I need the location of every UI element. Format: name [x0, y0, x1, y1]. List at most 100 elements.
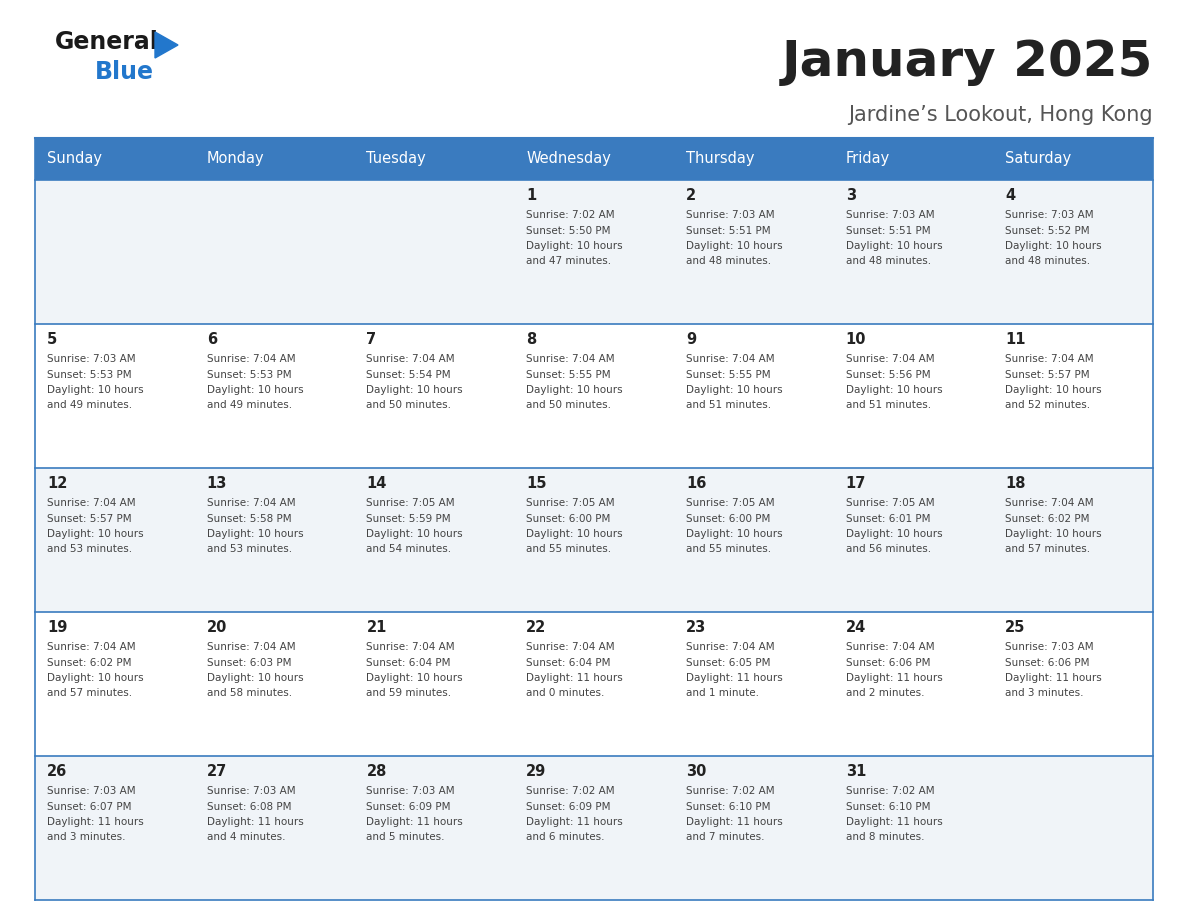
Text: 15: 15: [526, 476, 546, 491]
Text: 18: 18: [1005, 476, 1025, 491]
Text: 20: 20: [207, 620, 227, 635]
Bar: [993, 138, 1154, 180]
Text: Sunrise: 7:04 AM: Sunrise: 7:04 AM: [207, 354, 296, 364]
Text: Wednesday: Wednesday: [526, 151, 611, 166]
Text: and 52 minutes.: and 52 minutes.: [1005, 400, 1091, 410]
Text: 26: 26: [48, 764, 68, 779]
Text: Sunrise: 7:02 AM: Sunrise: 7:02 AM: [526, 210, 614, 220]
Text: 21: 21: [366, 620, 387, 635]
Text: Daylight: 10 hours: Daylight: 10 hours: [366, 529, 463, 539]
Text: and 53 minutes.: and 53 minutes.: [207, 544, 292, 554]
Text: 22: 22: [526, 620, 546, 635]
Text: and 51 minutes.: and 51 minutes.: [846, 400, 930, 410]
Text: and 48 minutes.: and 48 minutes.: [846, 256, 930, 266]
Text: Saturday: Saturday: [1005, 151, 1072, 166]
Text: Sunset: 5:57 PM: Sunset: 5:57 PM: [1005, 370, 1089, 379]
Text: Daylight: 10 hours: Daylight: 10 hours: [685, 385, 783, 395]
Text: 31: 31: [846, 764, 866, 779]
Text: 19: 19: [48, 620, 68, 635]
Text: Sunrise: 7:04 AM: Sunrise: 7:04 AM: [526, 354, 614, 364]
Text: Sunrise: 7:05 AM: Sunrise: 7:05 AM: [685, 498, 775, 508]
Text: 24: 24: [846, 620, 866, 635]
Bar: [674, 138, 834, 180]
Text: Daylight: 10 hours: Daylight: 10 hours: [685, 241, 783, 251]
Text: Sunrise: 7:05 AM: Sunrise: 7:05 AM: [366, 498, 455, 508]
Text: Sunset: 5:57 PM: Sunset: 5:57 PM: [48, 513, 132, 523]
Text: Daylight: 10 hours: Daylight: 10 hours: [685, 529, 783, 539]
Text: Daylight: 10 hours: Daylight: 10 hours: [526, 529, 623, 539]
Text: Daylight: 10 hours: Daylight: 10 hours: [48, 385, 144, 395]
Text: Sunrise: 7:03 AM: Sunrise: 7:03 AM: [685, 210, 775, 220]
Text: and 5 minutes.: and 5 minutes.: [366, 833, 446, 843]
Text: 7: 7: [366, 332, 377, 347]
Text: Sunset: 6:00 PM: Sunset: 6:00 PM: [526, 513, 611, 523]
Text: Daylight: 11 hours: Daylight: 11 hours: [846, 817, 942, 827]
Bar: [834, 138, 993, 180]
Text: 28: 28: [366, 764, 387, 779]
Text: 8: 8: [526, 332, 537, 347]
Text: Sunset: 6:01 PM: Sunset: 6:01 PM: [846, 513, 930, 523]
Text: 14: 14: [366, 476, 387, 491]
Bar: [34, 138, 195, 180]
Bar: [354, 138, 514, 180]
Bar: [34, 180, 1154, 324]
Text: 11: 11: [1005, 332, 1025, 347]
Text: Sunrise: 7:03 AM: Sunrise: 7:03 AM: [207, 786, 296, 796]
Text: 1: 1: [526, 188, 537, 203]
Text: 29: 29: [526, 764, 546, 779]
Text: Daylight: 10 hours: Daylight: 10 hours: [526, 385, 623, 395]
Text: Daylight: 11 hours: Daylight: 11 hours: [685, 817, 783, 827]
Text: and 4 minutes.: and 4 minutes.: [207, 833, 285, 843]
Text: Sunset: 6:09 PM: Sunset: 6:09 PM: [366, 801, 451, 812]
Text: Daylight: 10 hours: Daylight: 10 hours: [48, 529, 144, 539]
Text: Tuesday: Tuesday: [366, 151, 426, 166]
Text: Sunrise: 7:04 AM: Sunrise: 7:04 AM: [526, 642, 614, 652]
Bar: [514, 138, 674, 180]
Text: and 50 minutes.: and 50 minutes.: [526, 400, 611, 410]
Text: Sunrise: 7:03 AM: Sunrise: 7:03 AM: [48, 786, 135, 796]
Text: Sunset: 5:58 PM: Sunset: 5:58 PM: [207, 513, 291, 523]
Text: and 55 minutes.: and 55 minutes.: [526, 544, 612, 554]
Text: Daylight: 10 hours: Daylight: 10 hours: [207, 385, 303, 395]
Text: 2: 2: [685, 188, 696, 203]
Text: Daylight: 10 hours: Daylight: 10 hours: [846, 385, 942, 395]
Text: 16: 16: [685, 476, 706, 491]
Text: Daylight: 11 hours: Daylight: 11 hours: [207, 817, 303, 827]
Text: Sunrise: 7:05 AM: Sunrise: 7:05 AM: [526, 498, 614, 508]
Text: Sunrise: 7:02 AM: Sunrise: 7:02 AM: [685, 786, 775, 796]
Text: Sunrise: 7:03 AM: Sunrise: 7:03 AM: [366, 786, 455, 796]
Text: 13: 13: [207, 476, 227, 491]
Text: 30: 30: [685, 764, 706, 779]
Text: and 7 minutes.: and 7 minutes.: [685, 833, 764, 843]
Text: and 58 minutes.: and 58 minutes.: [207, 688, 292, 699]
Text: 3: 3: [846, 188, 855, 203]
Text: Daylight: 10 hours: Daylight: 10 hours: [207, 529, 303, 539]
Text: Sunrise: 7:04 AM: Sunrise: 7:04 AM: [1005, 354, 1094, 364]
Text: Sunset: 5:59 PM: Sunset: 5:59 PM: [366, 513, 451, 523]
Text: Sunset: 6:10 PM: Sunset: 6:10 PM: [846, 801, 930, 812]
Text: Sunrise: 7:04 AM: Sunrise: 7:04 AM: [48, 498, 135, 508]
Text: Sunrise: 7:04 AM: Sunrise: 7:04 AM: [207, 642, 296, 652]
Text: Daylight: 10 hours: Daylight: 10 hours: [207, 673, 303, 683]
Text: Daylight: 11 hours: Daylight: 11 hours: [526, 817, 623, 827]
Text: Monday: Monday: [207, 151, 265, 166]
Text: 6: 6: [207, 332, 217, 347]
Text: Thursday: Thursday: [685, 151, 754, 166]
Text: Sunset: 6:09 PM: Sunset: 6:09 PM: [526, 801, 611, 812]
Text: Sunset: 5:53 PM: Sunset: 5:53 PM: [207, 370, 291, 379]
Bar: [34, 468, 1154, 612]
Text: Sunrise: 7:03 AM: Sunrise: 7:03 AM: [48, 354, 135, 364]
Text: Daylight: 11 hours: Daylight: 11 hours: [366, 817, 463, 827]
Text: Sunset: 6:10 PM: Sunset: 6:10 PM: [685, 801, 770, 812]
Text: Daylight: 10 hours: Daylight: 10 hours: [846, 241, 942, 251]
Text: and 8 minutes.: and 8 minutes.: [846, 833, 924, 843]
Text: Sunrise: 7:04 AM: Sunrise: 7:04 AM: [366, 642, 455, 652]
Text: Sunrise: 7:04 AM: Sunrise: 7:04 AM: [1005, 498, 1094, 508]
Text: Sunset: 6:07 PM: Sunset: 6:07 PM: [48, 801, 132, 812]
Text: Sunrise: 7:03 AM: Sunrise: 7:03 AM: [1005, 642, 1094, 652]
Text: Sunset: 5:51 PM: Sunset: 5:51 PM: [846, 226, 930, 236]
Text: 23: 23: [685, 620, 706, 635]
Text: Sunset: 5:50 PM: Sunset: 5:50 PM: [526, 226, 611, 236]
Text: Daylight: 10 hours: Daylight: 10 hours: [1005, 241, 1102, 251]
Text: and 2 minutes.: and 2 minutes.: [846, 688, 924, 699]
